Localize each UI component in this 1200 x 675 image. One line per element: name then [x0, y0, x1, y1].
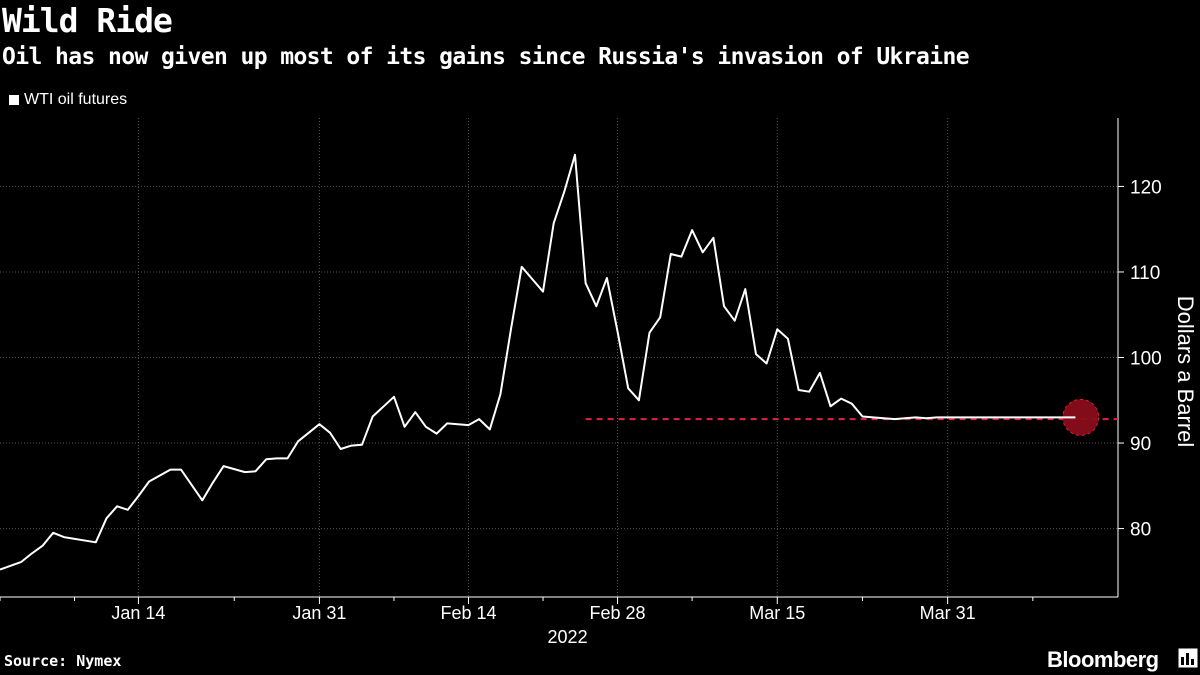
- y-tick-label: 90: [1130, 434, 1151, 455]
- y-tick-label: 110: [1130, 263, 1160, 284]
- legend: WTI oil futures: [9, 91, 127, 109]
- x-tick-label: Feb 14: [440, 603, 496, 623]
- x-tick-label: Mar 31: [920, 603, 976, 623]
- x-tick-label: Feb 28: [590, 603, 646, 623]
- chart-subtitle: Oil has now given up most of its gains s…: [2, 44, 970, 70]
- y-axis: 80 90 100 110 120 Dollars a Barrel: [1117, 118, 1198, 597]
- x-tick-label: Mar 15: [749, 603, 805, 623]
- reference-group: [585, 398, 1118, 436]
- x-tick-label: Jan 14: [111, 603, 165, 623]
- source-note: Source: Nymex: [4, 652, 122, 670]
- y-tick-label: 80: [1130, 520, 1151, 541]
- y-axis-label: Dollars a Barrel: [1173, 296, 1198, 448]
- x-tick-label: Jan 31: [292, 603, 346, 623]
- legend-label: WTI oil futures: [24, 91, 128, 108]
- gridlines: [0, 118, 1118, 597]
- chart-title: Wild Ride: [2, 1, 173, 40]
- series-group: [0, 153, 1076, 571]
- legend-swatch: [9, 95, 19, 105]
- x-axis: Jan 14 Jan 31 Feb 14 Feb 28 Mar 15 Mar 31 2022: [0, 596, 1118, 647]
- y-tick-label: 120: [1130, 177, 1162, 198]
- x-axis-year-label: 2022: [548, 627, 588, 647]
- bloomberg-terminal-icon: [1178, 648, 1198, 668]
- bloomberg-logo: Bloomberg: [1047, 647, 1159, 672]
- series-line: [0, 153, 1076, 571]
- y-tick-label: 100: [1130, 349, 1162, 370]
